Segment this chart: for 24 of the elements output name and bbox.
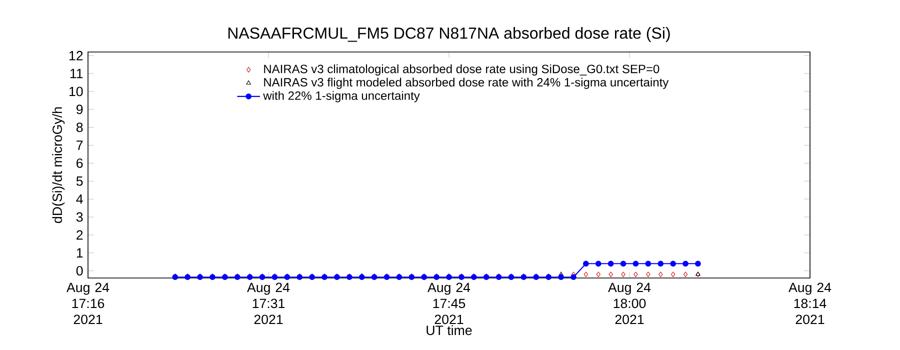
x-axis-title: UT time — [426, 325, 472, 336]
x-tick-label: Aug 24 18:14 2021 — [788, 282, 832, 324]
y-tick-label: 1 — [76, 248, 83, 258]
y-tick-label: 3 — [76, 212, 83, 222]
x-tick-label: Aug 24 17:31 2021 — [247, 282, 290, 324]
chart-title: NASAAFRCMUL_FM5 DC87 N817NA absorbed dose rate (Si) — [228, 27, 670, 42]
y-tick-label: 4 — [76, 194, 83, 204]
x-tick-label: Aug 24 17:16 2021 — [66, 282, 110, 324]
y-tick-label: 2 — [76, 230, 83, 240]
y-tick-label: 12 — [69, 50, 83, 60]
x-tick-label: Aug 24 17:45 2021 — [428, 282, 470, 324]
y-tick-label: 10 — [69, 86, 83, 96]
y-tick-label: 11 — [70, 68, 83, 78]
y-tick-label: 9 — [76, 104, 83, 114]
legend-label: with 22% 1-sigma uncertainty — [263, 91, 420, 102]
legend-label: NAIRAS v3 flight modeled absorbed dose rate with 24% 1-sigma uncertainty — [264, 78, 669, 89]
legend-label: NAIRAS v3 climatological absorbed dose rate using SiDose_G0.txt SEP=0 — [264, 64, 660, 76]
x-tick-label: Aug 24 18:00 2021 — [608, 282, 651, 324]
y-axis-title: dD(Si)/dt microGy/h — [52, 107, 65, 223]
y-tick-label: 5 — [76, 176, 83, 186]
y-tick-label: 7 — [76, 140, 83, 150]
y-tick-label: 6 — [76, 158, 83, 168]
y-tick-label: 8 — [76, 122, 83, 132]
y-tick-label: 0 — [76, 266, 83, 276]
